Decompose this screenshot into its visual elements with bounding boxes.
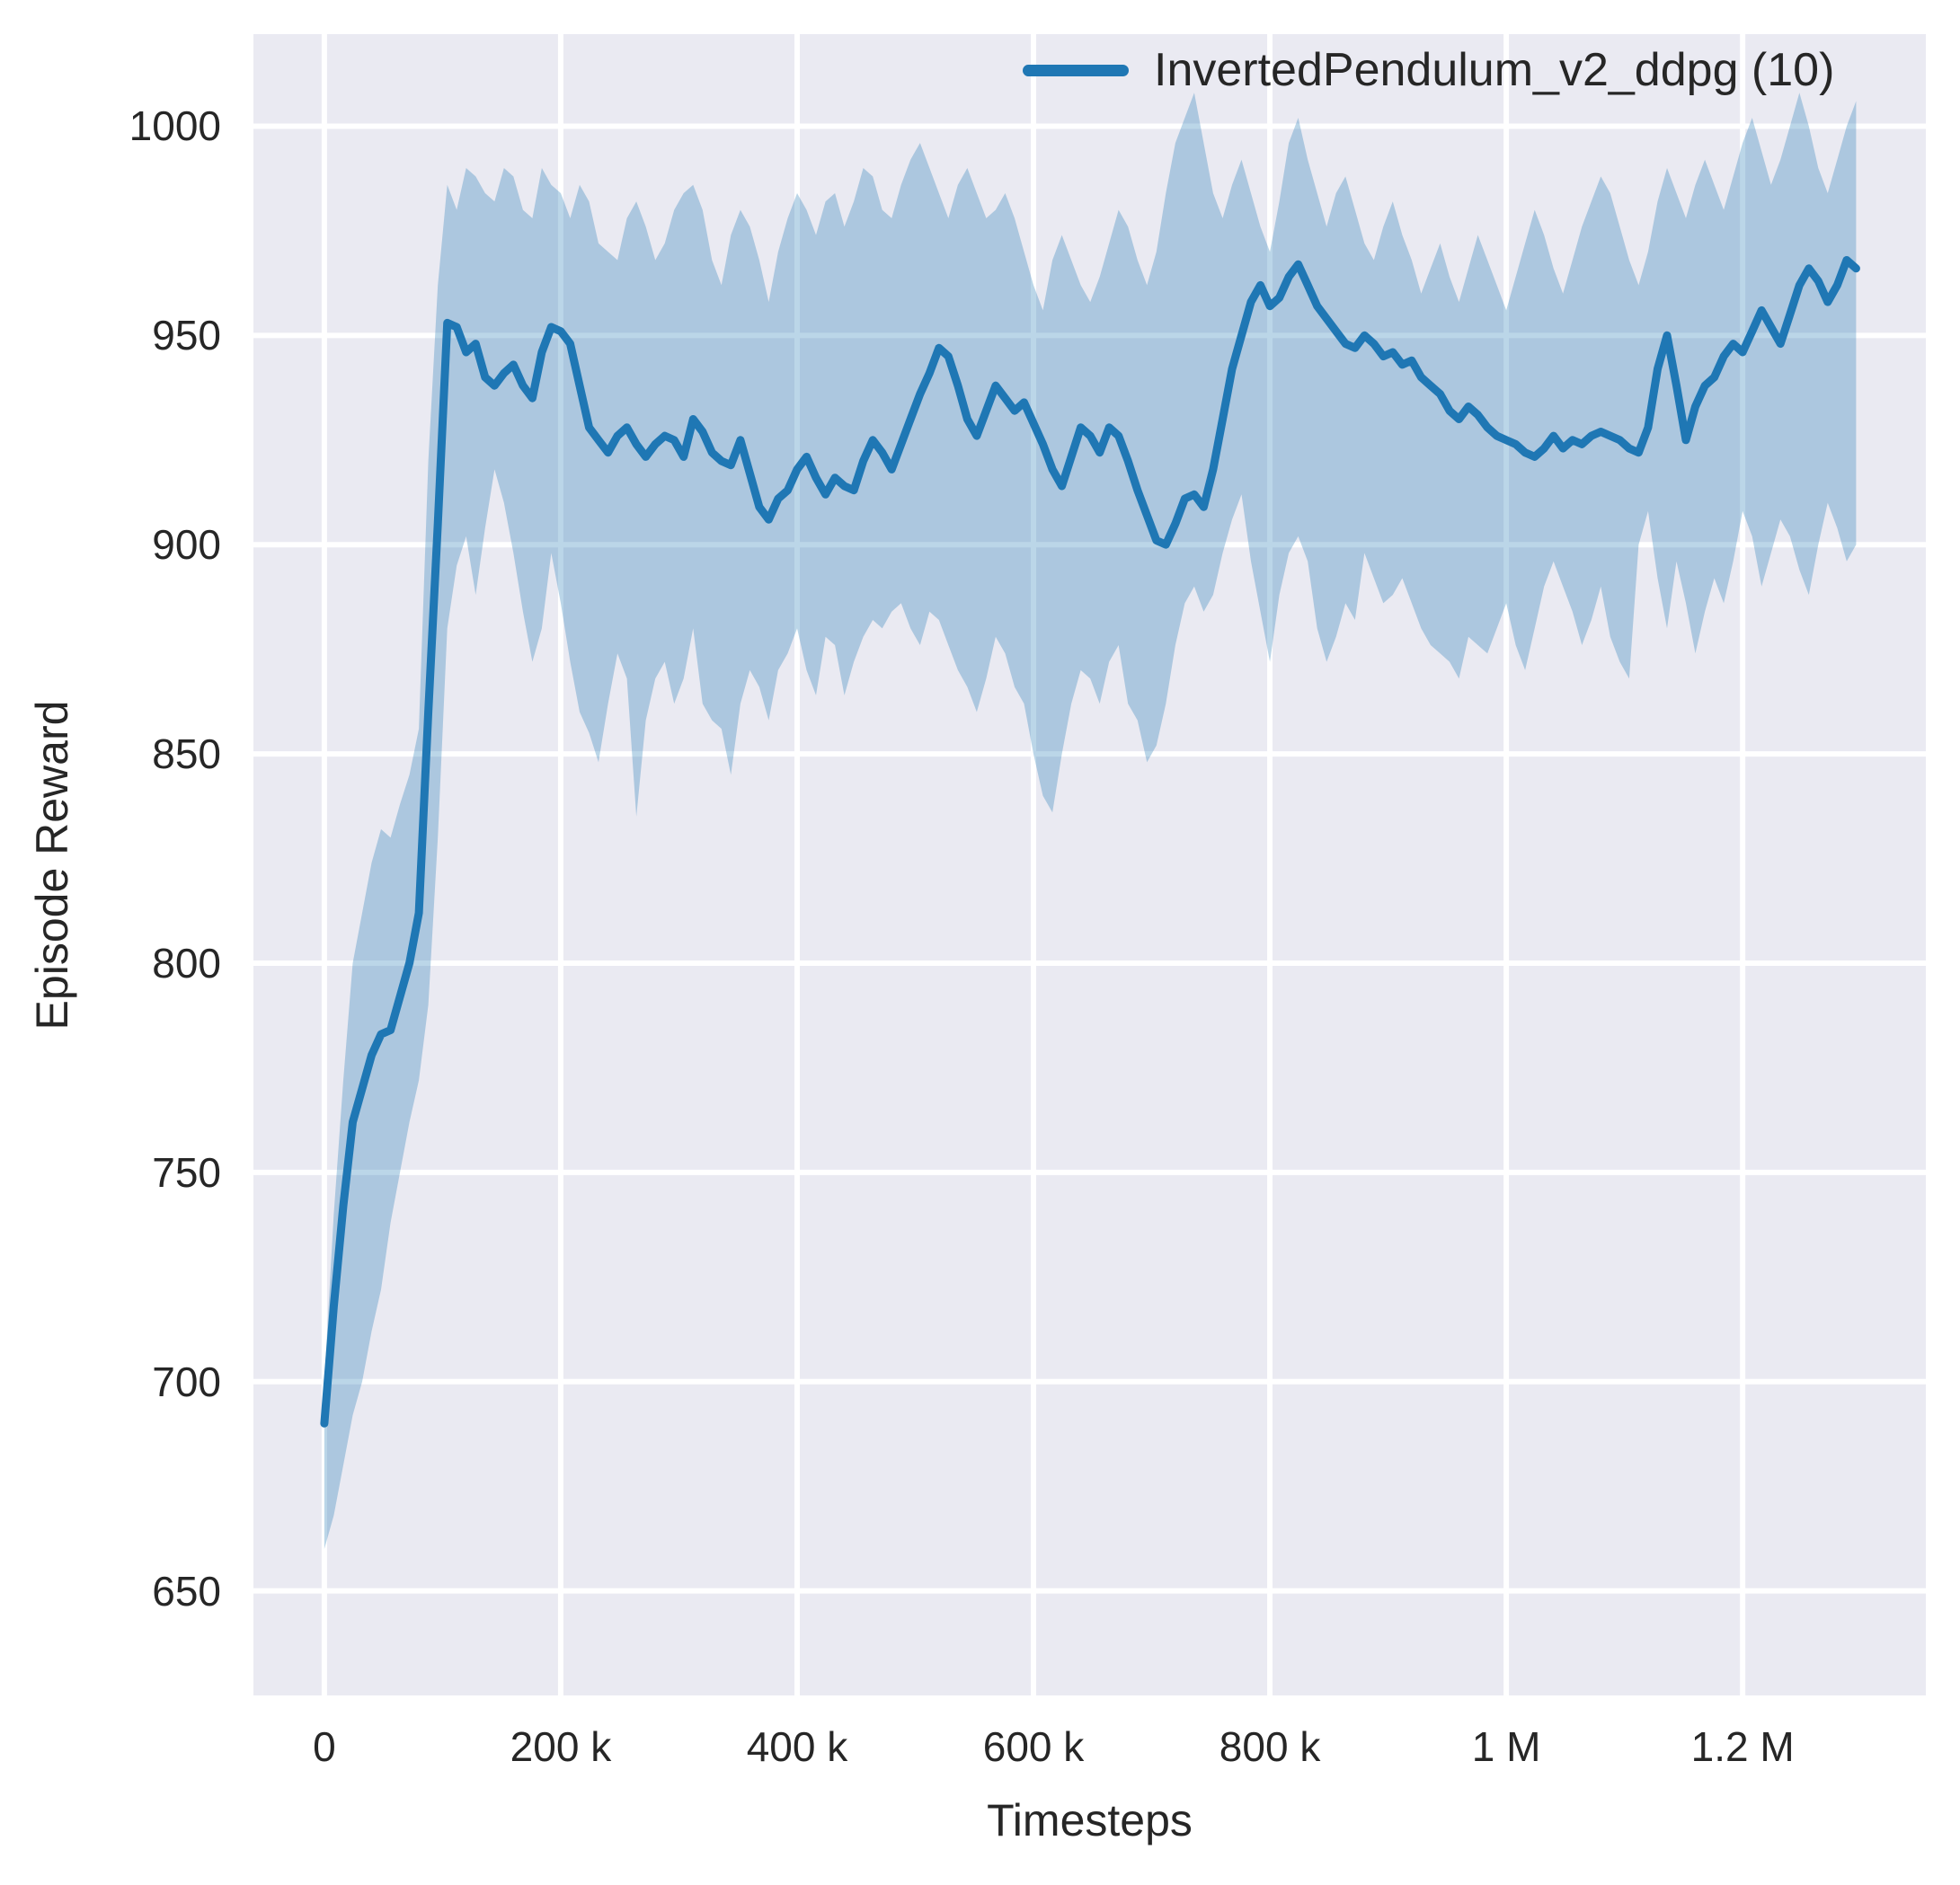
chart-legend: InvertedPendulum_v2_ddpg (10) xyxy=(1023,43,1834,97)
mean-line xyxy=(320,256,1860,1428)
y-tick-label: 850 xyxy=(152,730,221,778)
x-tick-label: 800 k xyxy=(1219,1723,1321,1770)
x-tick-label: 200 k xyxy=(510,1723,612,1770)
x-tick-label: 0 xyxy=(313,1723,336,1770)
y-tick-label: 700 xyxy=(152,1358,221,1405)
x-tick-label: 1.2 M xyxy=(1690,1723,1795,1770)
x-tick-label: 1 M xyxy=(1471,1723,1541,1770)
y-tick-label: 950 xyxy=(152,312,221,359)
confidence-band xyxy=(324,93,1857,1550)
y-tick-label: 800 xyxy=(152,939,221,987)
y-tick-label: 650 xyxy=(152,1567,221,1615)
legend-entry-label: InvertedPendulum_v2_ddpg (10) xyxy=(1154,44,1835,96)
x-tick-label: 400 k xyxy=(746,1723,848,1770)
x-axis-title: Timesteps xyxy=(987,1795,1193,1845)
grid-lines xyxy=(253,34,1926,1695)
y-axis-title: Episode Reward xyxy=(27,700,77,1030)
y-tick-label: 1000 xyxy=(129,102,221,150)
y-tick-label: 900 xyxy=(152,521,221,569)
legend-line-swatch xyxy=(1023,64,1129,76)
y-tick-label: 750 xyxy=(152,1148,221,1196)
x-tick-label: 600 k xyxy=(982,1723,1085,1770)
axes-background xyxy=(253,34,1926,1695)
